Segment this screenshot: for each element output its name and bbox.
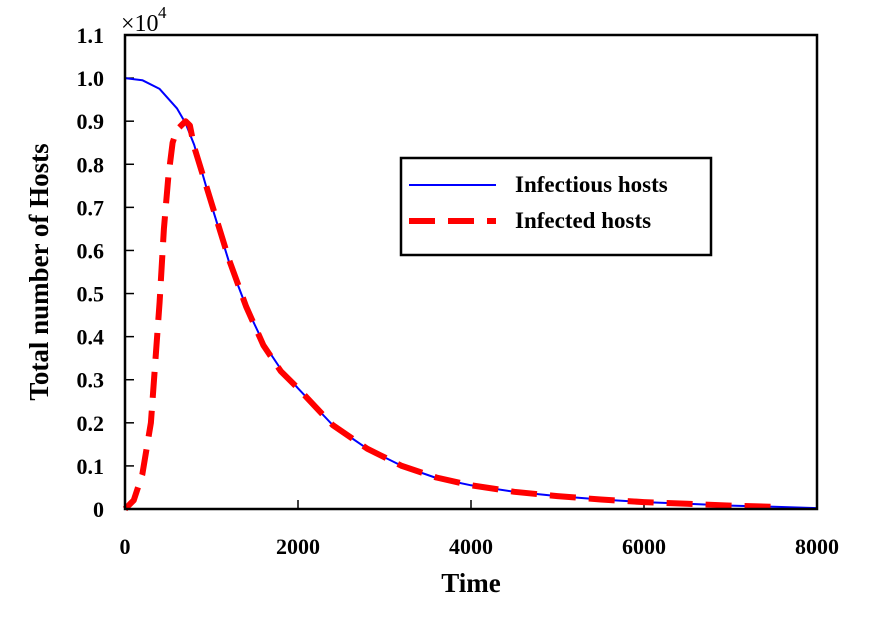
x-tick-label: 6000 [622,534,666,559]
legend-box [399,156,713,257]
x-tick-label: 0 [120,534,131,559]
y-tick-label: 0.3 [77,368,105,393]
y-tick-label: 0.2 [77,411,105,436]
x-tick-label: 8000 [795,534,839,559]
y-tick-label: 0.8 [77,152,105,177]
y-tick-label: 0.5 [77,282,105,307]
y-tick-label: 0.7 [77,195,105,220]
legend-label-infectious: Infectious hosts [515,172,668,197]
series-line-infectious [124,77,818,510]
legend-label-infected: Infected hosts [515,208,651,233]
y-tick-label: 1.0 [77,66,105,91]
series-group [122,77,818,512]
y-tick-label: 0.9 [77,109,105,134]
y-tick-label: 0 [93,497,104,522]
y-tick-label: 1.1 [77,23,105,48]
y-scale-label: ×10 [121,11,159,37]
axes: 0 2000 4000 6000 8000 0 0.1 0.2 0.3 0.4 0.5 0.6 0.7 0… [77,23,840,559]
y-tick-label: 0.6 [77,238,105,263]
x-tick-label: 2000 [276,534,320,559]
legend: Infectious hosts Infected hosts [399,156,713,257]
x-axis-title: Time [441,568,501,598]
y-scale-exponent: 4 [158,3,167,22]
x-tick-label: 4000 [449,534,493,559]
y-tick-label: 0.1 [77,454,105,479]
plot-frame [123,33,819,511]
y-axis-title: Total number of Hosts [24,143,54,400]
y-tick-label: 0.4 [77,325,105,350]
series-line-infected [122,118,774,512]
